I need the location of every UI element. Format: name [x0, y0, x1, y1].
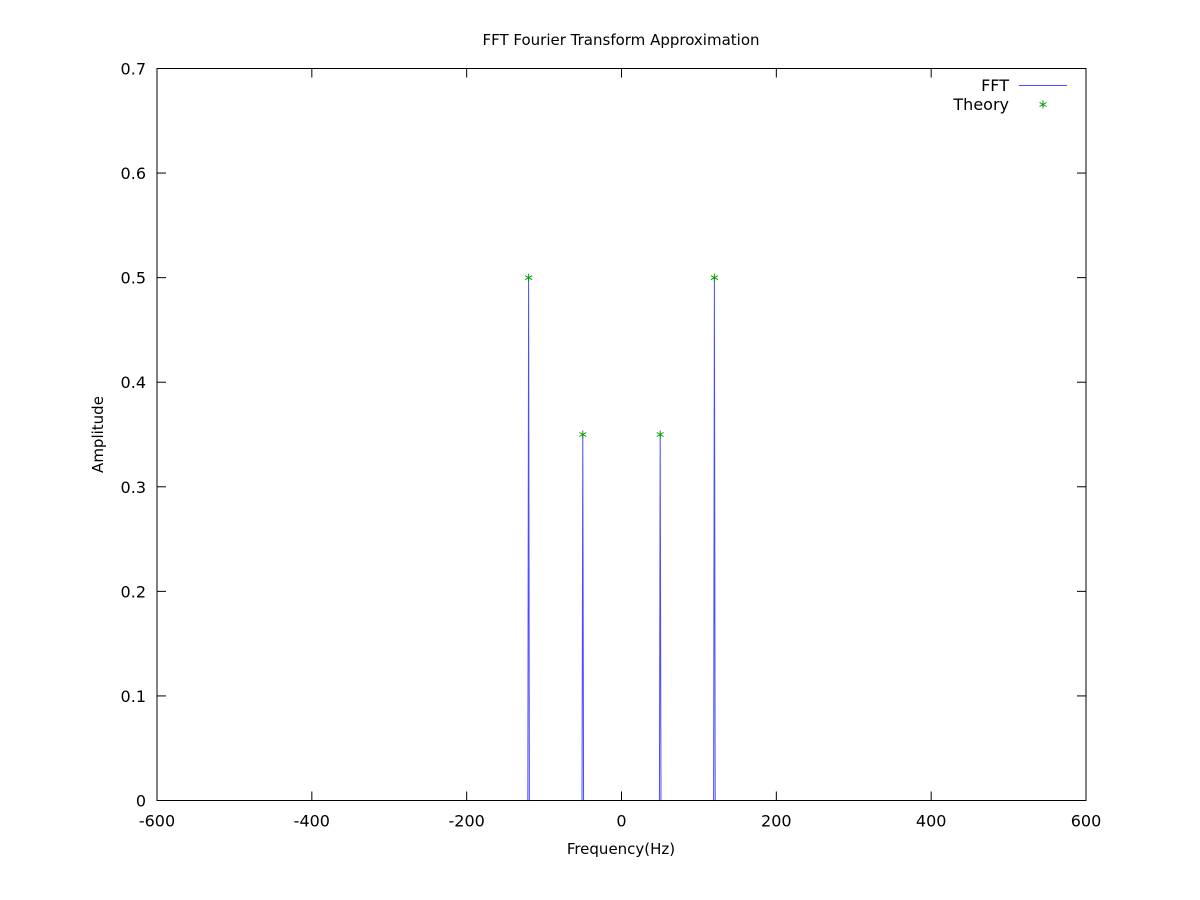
- x-tick-label: 400: [916, 812, 947, 831]
- plot-frame: [156, 68, 1087, 801]
- y-tick-label: 0.3: [121, 478, 146, 497]
- x-tick-label: -200: [449, 812, 485, 831]
- legend-swatch-theory: [1039, 100, 1047, 109]
- legend-label-theory: Theory: [952, 95, 1009, 114]
- x-tick-label: 600: [1071, 812, 1102, 831]
- y-tick-label: 0.4: [121, 373, 146, 392]
- y-tick-label: 0.2: [121, 582, 146, 601]
- legend-theory-point: [1039, 100, 1047, 109]
- y-tick-label: 0.7: [121, 60, 146, 79]
- legend-theory-point-stroke: [1039, 102, 1047, 107]
- y-tick-label: 0.5: [121, 269, 146, 288]
- theory-point-stroke: [656, 432, 664, 437]
- y-tick-label: 0.6: [121, 164, 146, 183]
- theory-point: [524, 273, 533, 282]
- y-axis-label: Amplitude: [89, 396, 107, 473]
- theory-point: [656, 430, 664, 439]
- x-tick-label: -600: [139, 812, 175, 831]
- theory-point: [710, 273, 719, 282]
- x-tick-label: -400: [294, 812, 330, 831]
- x-tick-label: 200: [761, 812, 792, 831]
- x-tick-label: 0: [616, 812, 626, 831]
- chart-title: FFT Fourier Transform Approximation: [482, 31, 759, 49]
- theory-point-stroke: [710, 275, 719, 281]
- legend-label-fft: FFT: [981, 76, 1009, 95]
- x-axis-label: Frequency(Hz): [567, 840, 675, 858]
- y-tick-label: 0: [136, 792, 146, 811]
- legend: FFT Theory: [952, 76, 1067, 114]
- theory-point-stroke: [524, 275, 533, 281]
- y-tick-label: 0.1: [121, 687, 146, 706]
- theory-point-stroke: [579, 432, 587, 437]
- theory-point: [579, 430, 587, 439]
- ticks-layer: -600 -400 -200 0 200 400 600 0 0.1 0.2 0.3 0.4 0.5 0.…: [121, 60, 1102, 831]
